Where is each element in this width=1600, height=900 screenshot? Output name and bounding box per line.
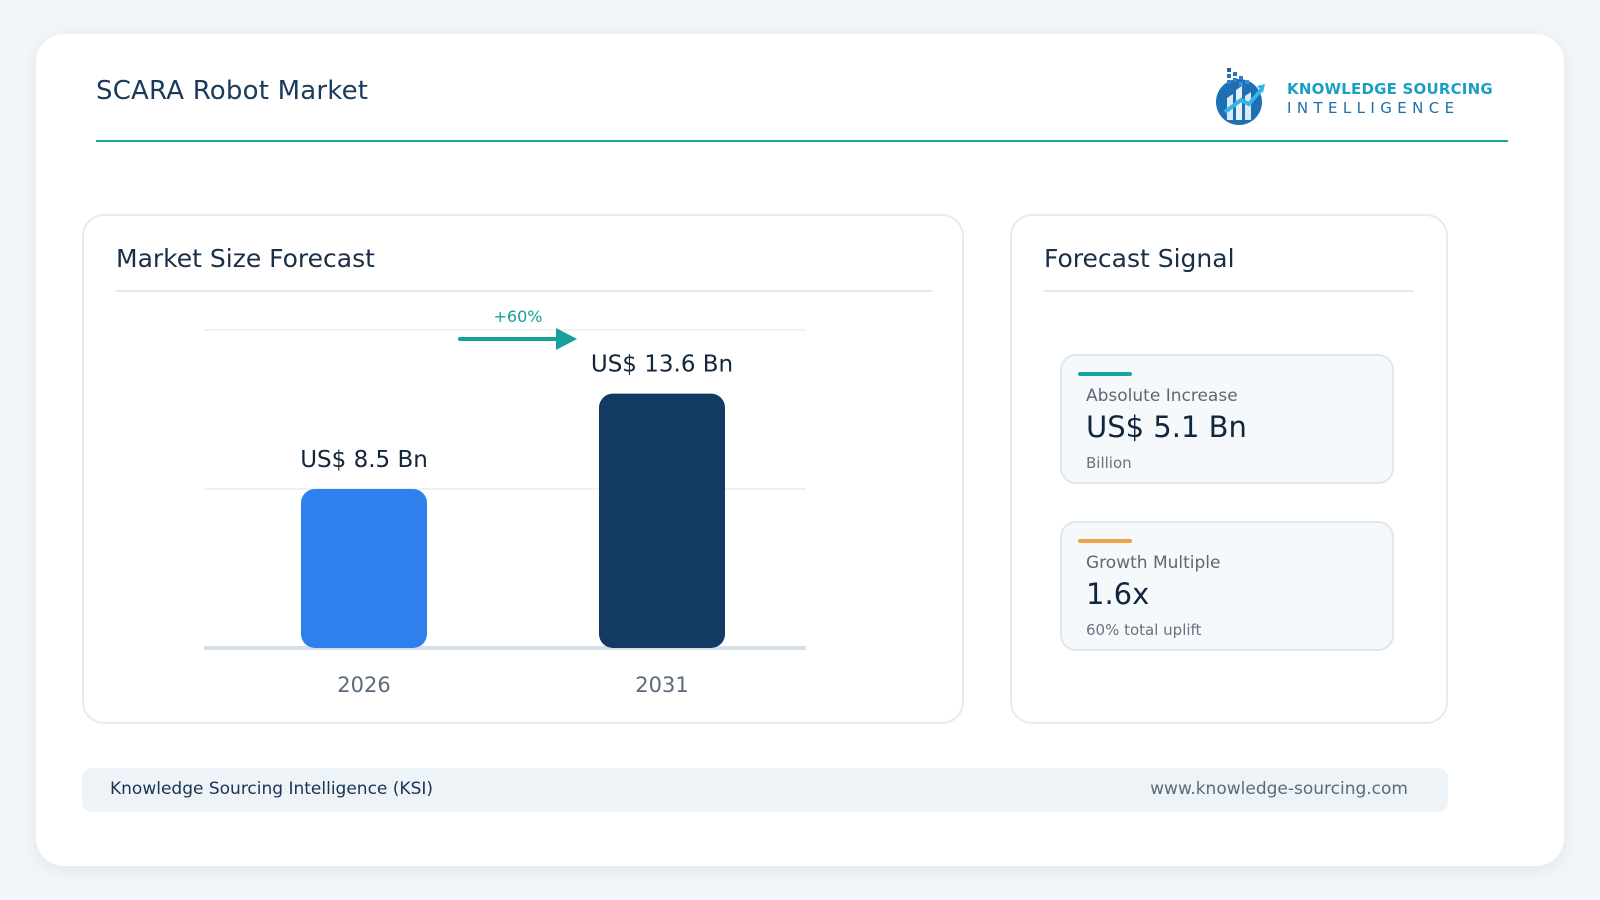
metric-subtext: 60% total uplift [1086,621,1202,639]
market-size-panel: Market Size Forecast US$ 8.5 Bn 2026 US$ 1… [82,214,964,724]
logo-icon [1216,68,1265,125]
market-size-chart: US$ 8.5 Bn 2026 US$ 13.6 Bn 2031 +60% [204,307,806,697]
orange-accent-bar [1078,539,1132,543]
data-label-2031: US$ 13.6 Bn [591,352,733,378]
logo-line-2: INTELLIGENCE [1287,99,1460,117]
market-size-divider [116,290,932,292]
x-tick-2026: 2026 [337,673,390,697]
page-title: SCARA Robot Market [96,76,369,106]
header-divider [96,140,1508,142]
data-label-2026: US$ 8.5 Bn [300,447,428,473]
logo-line-1: KNOWLEDGE SOURCING [1287,80,1493,98]
metric-subtext: Billion [1086,454,1132,472]
teal-accent-bar [1078,372,1132,376]
logo-wordmark: KNOWLEDGE SOURCING INTELLIGENCE [1287,80,1493,118]
growth-multiple-card: Growth Multiple 1.6x 60% total uplift [1060,521,1394,651]
footer: Knowledge Sourcing Intelligence (KSI) ww… [82,768,1448,812]
growth-annotation: +60% [494,307,543,326]
market-size-title: Market Size Forecast [116,244,375,273]
metric-value: US$ 5.1 Bn [1086,410,1247,444]
forecast-signal-divider [1044,290,1414,292]
absolute-increase-card: Absolute Increase US$ 5.1 Bn Billion [1060,354,1394,484]
bar-2031 [599,393,725,648]
forecast-signal-panel: Forecast Signal Absolute Increase US$ 5.… [1010,214,1448,724]
growth-arrow-icon [556,328,577,350]
footer-company: Knowledge Sourcing Intelligence (KSI) [110,779,434,799]
metric-label: Absolute Increase [1086,386,1238,406]
x-tick-2031: 2031 [635,673,688,697]
main-card: SCARA Robot Market KNOWLEDGE SOURCING IN… [36,34,1564,866]
metric-value: 1.6x [1086,577,1150,611]
company-logo: KNOWLEDGE SOURCING INTELLIGENCE [1211,60,1493,130]
metric-label: Growth Multiple [1086,553,1221,573]
footer-website-link[interactable]: www.knowledge-sourcing.com [1150,779,1408,799]
forecast-signal-title: Forecast Signal [1044,244,1235,273]
bar-2026 [301,489,427,648]
